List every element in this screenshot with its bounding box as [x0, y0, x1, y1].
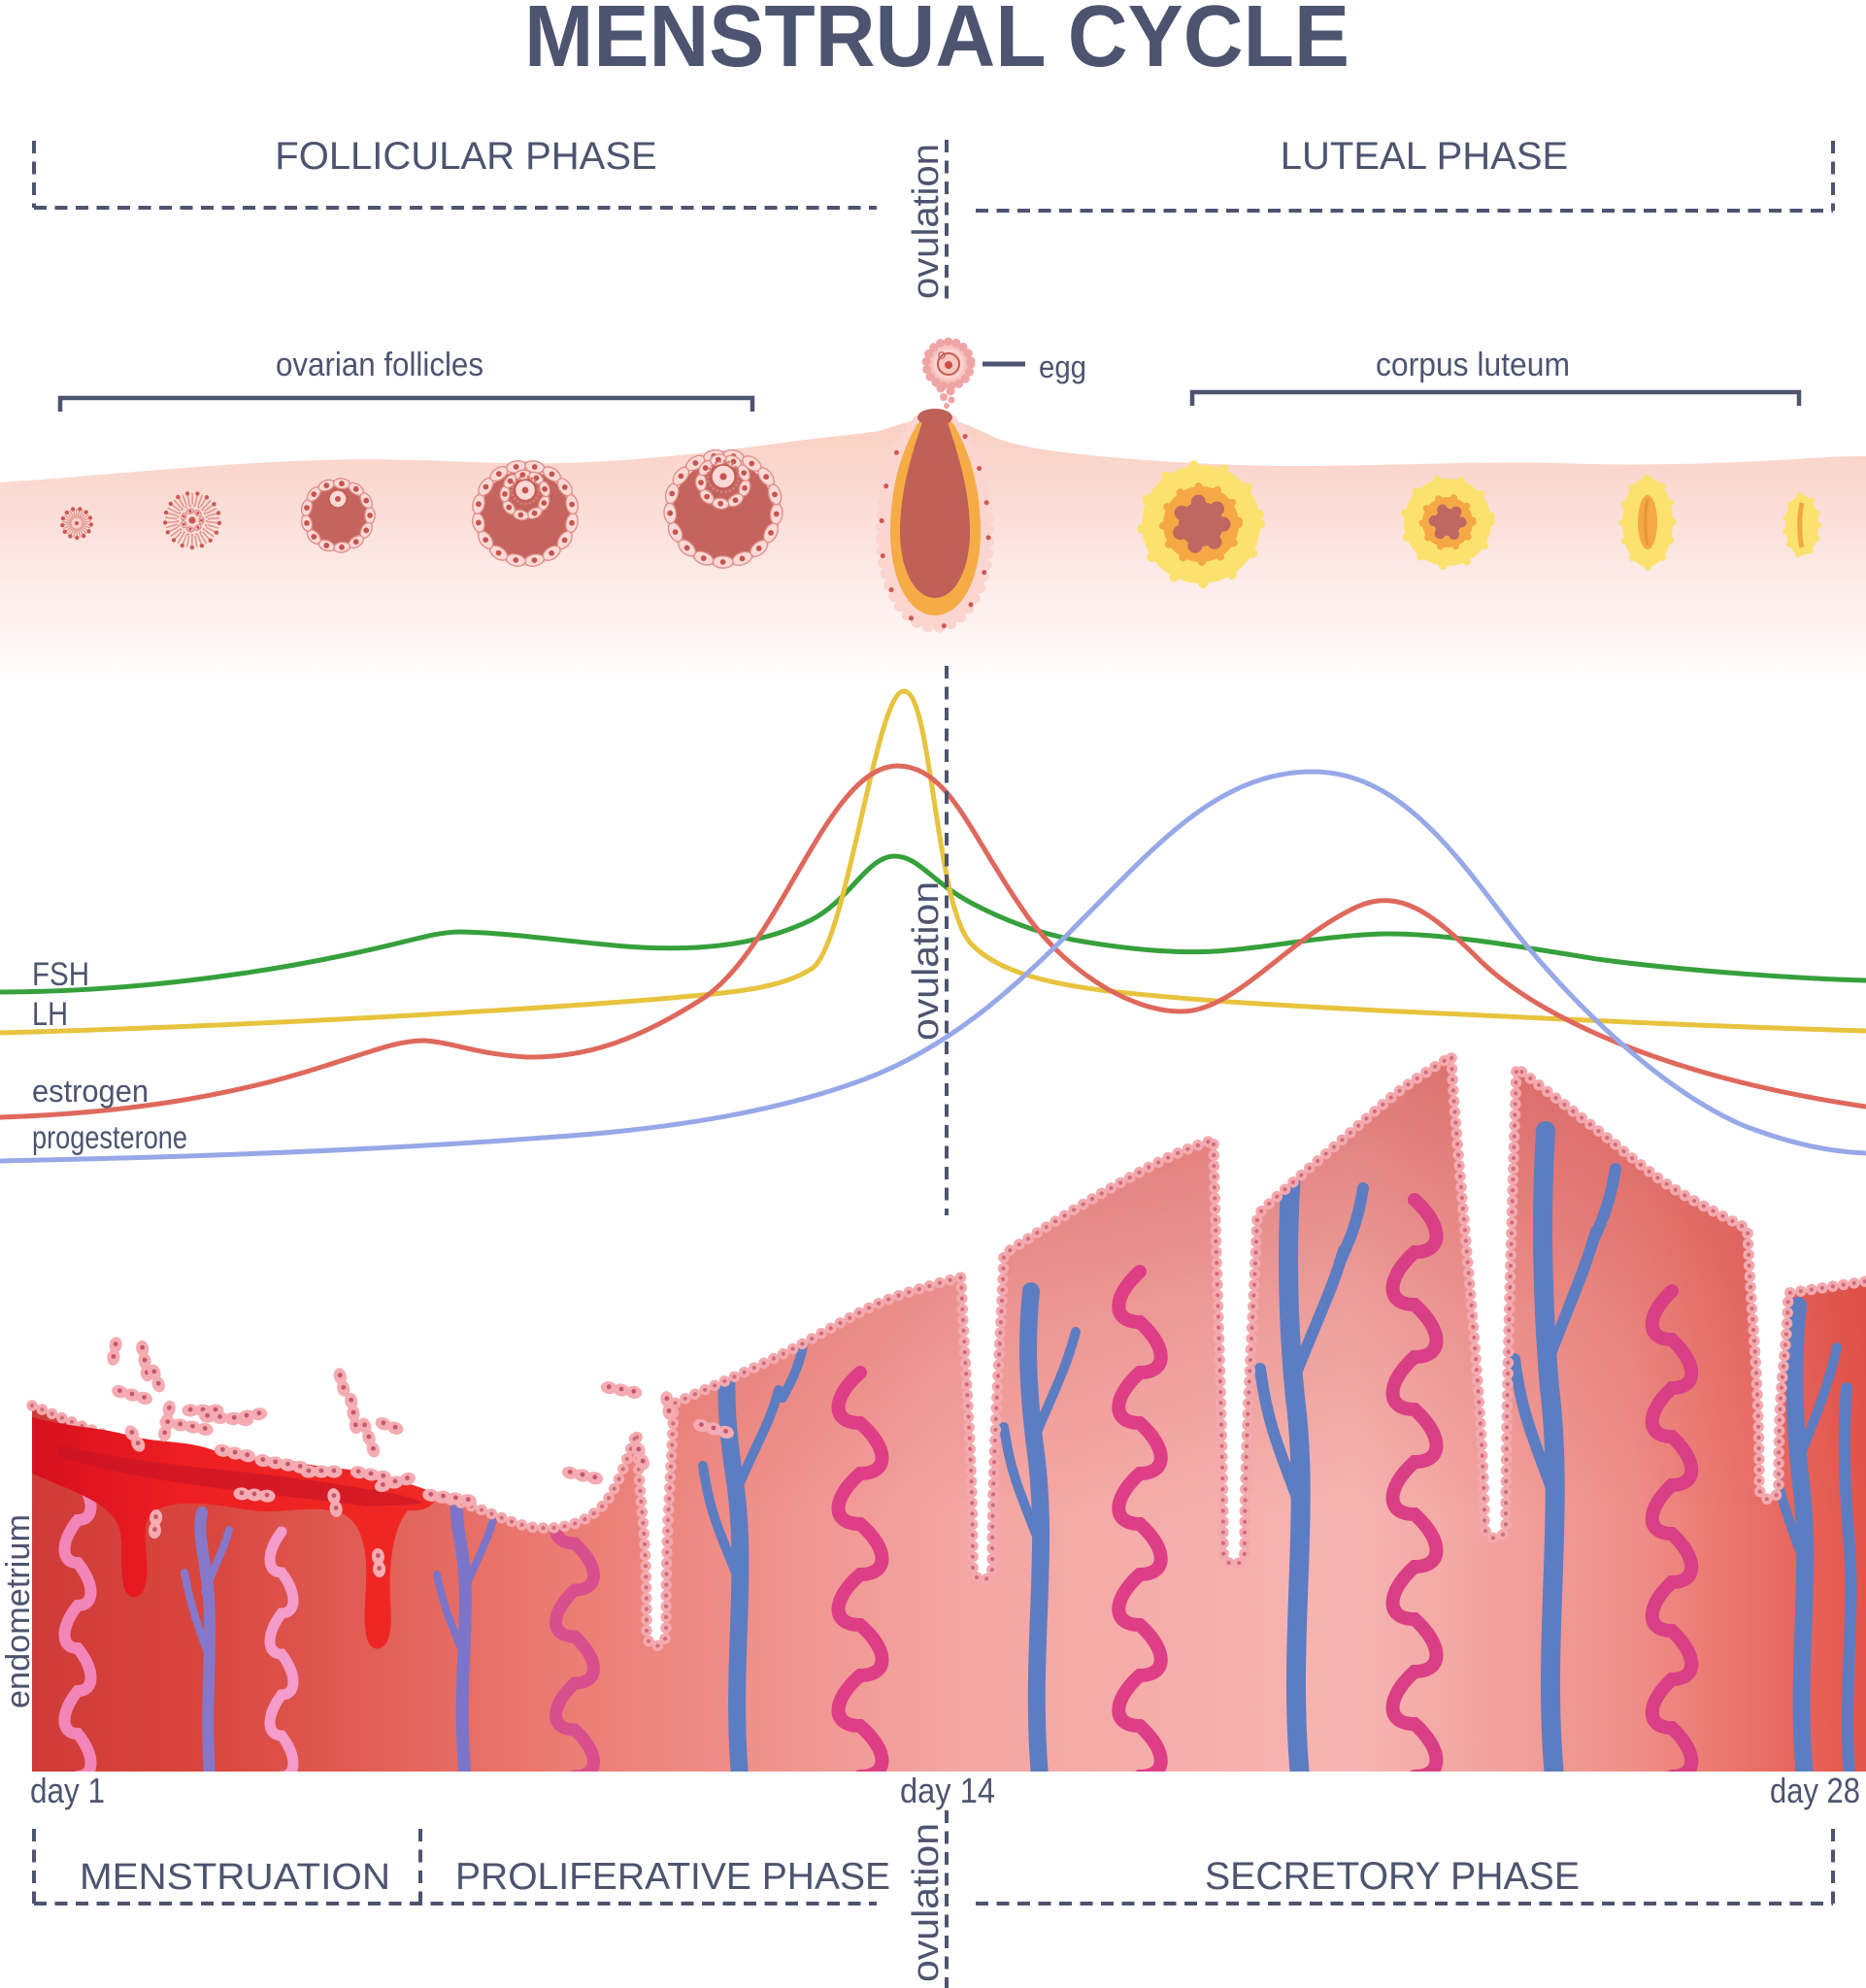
svg-text:estrogen: estrogen [32, 1074, 149, 1109]
svg-text:SECRETORY PHASE: SECRETORY PHASE [1205, 1855, 1580, 1898]
svg-text:FSH: FSH [32, 956, 89, 993]
svg-text:ovarian follicles: ovarian follicles [276, 347, 483, 383]
svg-text:LUTEAL PHASE: LUTEAL PHASE [1281, 135, 1568, 178]
svg-text:PROLIFERATIVE PHASE: PROLIFERATIVE PHASE [455, 1856, 890, 1898]
svg-text:day 14: day 14 [900, 1771, 995, 1810]
svg-text:egg: egg [1039, 349, 1086, 384]
svg-text:FOLLICULAR PHASE: FOLLICULAR PHASE [275, 135, 656, 178]
svg-text:progesterone: progesterone [32, 1119, 187, 1155]
svg-text:ovulation: ovulation [906, 144, 947, 299]
svg-text:day 1: day 1 [30, 1771, 105, 1810]
svg-text:corpus luteum: corpus luteum [1376, 347, 1570, 383]
svg-text:ovulation: ovulation [906, 1823, 947, 1982]
svg-text:endometrium: endometrium [0, 1514, 37, 1708]
svg-text:MENSTRUATION: MENSTRUATION [80, 1857, 390, 1898]
svg-text:day 28: day 28 [1770, 1771, 1860, 1810]
svg-text:MENSTRUAL CYCLE: MENSTRUAL CYCLE [524, 0, 1350, 85]
svg-text:LH: LH [32, 996, 68, 1033]
svg-text:ovulation: ovulation [906, 881, 947, 1041]
